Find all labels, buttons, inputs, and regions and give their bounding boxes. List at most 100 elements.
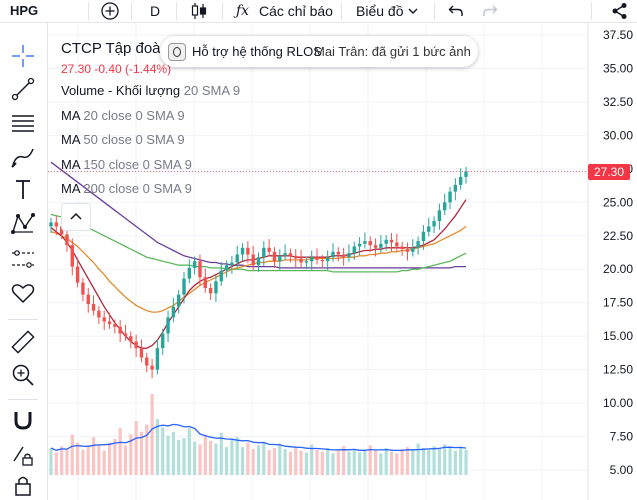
chevron-down-icon[interactable]	[407, 6, 419, 16]
interval-button[interactable]: D	[150, 3, 161, 19]
volume-bar	[166, 435, 170, 475]
volume-bar	[155, 419, 160, 475]
candle-body	[416, 241, 420, 248]
candle-body	[331, 251, 335, 258]
magnet-icon[interactable]	[9, 406, 37, 434]
price-tick-label: 32.50	[603, 95, 633, 109]
candle-body	[389, 239, 394, 243]
drawing-toolbar	[0, 23, 48, 500]
candle-body	[443, 202, 447, 211]
volume-bar	[214, 443, 218, 475]
candle-body	[320, 259, 325, 262]
volume-bar	[81, 449, 85, 475]
candle-body	[299, 258, 303, 263]
volume-bar	[187, 428, 191, 475]
volume-bar	[283, 448, 287, 475]
price-tick-label: 10.00	[603, 396, 633, 410]
fx-icon[interactable]: ƒx	[236, 3, 250, 19]
volume-bar	[411, 449, 415, 475]
legend-ma-50[interactable]: MA 50 close 0 SMA 9	[61, 132, 185, 147]
redo-icon[interactable]	[482, 3, 498, 19]
candle-body	[325, 257, 330, 262]
volume-bar	[193, 441, 197, 475]
candle-body	[224, 265, 229, 271]
candle-body	[453, 184, 458, 192]
candle-body	[379, 243, 383, 248]
candle-body	[288, 253, 293, 256]
volume-bar	[459, 448, 463, 475]
toolbar-divider	[341, 2, 342, 20]
candle-body	[91, 304, 96, 311]
share-icon[interactable]	[611, 2, 629, 20]
candle-body	[341, 254, 346, 258]
chart-menu-button[interactable]: Biểu đồ	[356, 3, 404, 19]
symbol-label[interactable]: HPG	[10, 3, 39, 18]
legend-volume[interactable]: Volume - Khối lượng 20 SMA 9	[61, 83, 240, 98]
candle-body	[113, 324, 117, 327]
ruler-icon[interactable]	[9, 328, 37, 356]
plus-circle-icon[interactable]	[101, 2, 119, 20]
forecast-icon[interactable]	[9, 245, 37, 273]
candle-body	[400, 246, 404, 250]
volume-bar	[272, 448, 277, 475]
volume-bar	[129, 434, 133, 475]
candle-body	[448, 191, 452, 203]
price-tick-label: 5.00	[610, 463, 634, 477]
volume-bar	[427, 449, 431, 475]
volume-bar	[342, 446, 346, 475]
collapse-legend-button[interactable]	[61, 203, 91, 231]
candle-body	[187, 267, 192, 279]
legend-ma-name: MA	[61, 181, 80, 196]
volume-bar	[331, 453, 335, 475]
volume-bar	[262, 441, 266, 475]
last-price-label: 27.30	[588, 164, 630, 180]
candle-body	[123, 333, 128, 337]
candle-body	[304, 261, 309, 263]
lock-icon[interactable]	[9, 471, 37, 499]
volume-bar	[294, 447, 298, 475]
undo-icon[interactable]	[448, 3, 464, 19]
volume-bar	[145, 424, 149, 475]
volume-bar	[432, 446, 436, 475]
candle-body	[294, 255, 298, 259]
candle-body	[59, 226, 64, 235]
legend-price-change: 27.30 -0.40 (-1.44%)	[61, 62, 172, 76]
app-icon	[168, 43, 186, 61]
volume-bar	[60, 446, 64, 475]
crosshair-icon[interactable]	[9, 42, 37, 70]
candles-icon[interactable]	[190, 2, 208, 20]
sidebar-divider	[8, 319, 38, 320]
candle-body	[139, 348, 144, 358]
legend-ma-200[interactable]: MA 200 close 0 SMA 9	[61, 181, 192, 196]
candle-body	[432, 221, 436, 227]
price-tick-label: 37.50	[603, 28, 633, 42]
candle-body	[198, 261, 202, 278]
price-chart[interactable]: 37.5035.0032.5030.0027.5025.0022.5020.00…	[48, 23, 637, 500]
volume-bar	[54, 452, 58, 475]
candle-body	[278, 255, 282, 262]
chevron-up-icon	[70, 212, 82, 220]
notification-toast[interactable]: Hỗ trợ hệ thống RLOS Mai Trân: đã gửi 1 …	[160, 36, 478, 67]
legend-ma-20[interactable]: MA 20 close 0 SMA 9	[61, 108, 185, 123]
lock-drawings-icon[interactable]	[9, 441, 37, 469]
volume-bar	[395, 453, 399, 475]
volume-bar	[240, 447, 245, 475]
brush-icon[interactable]	[9, 143, 37, 171]
volume-bar	[405, 447, 410, 475]
pattern-icon[interactable]	[9, 210, 37, 238]
price-axis-ticks: 37.5035.0032.5030.0027.5025.0022.5020.00…	[603, 28, 633, 477]
candle-body	[347, 253, 351, 258]
heart-icon[interactable]	[9, 279, 37, 307]
price-tick-label: 22.50	[603, 229, 633, 243]
legend-ma-150[interactable]: MA 150 close 0 SMA 9	[61, 157, 192, 172]
fib-icon[interactable]	[9, 109, 37, 137]
candle-body	[102, 317, 106, 322]
trend-line-icon[interactable]	[9, 75, 37, 103]
price-tick-label: 20.00	[603, 262, 633, 276]
volume-bar	[123, 445, 128, 475]
zoom-icon[interactable]	[9, 361, 37, 389]
candles	[49, 166, 468, 379]
text-icon[interactable]	[9, 176, 37, 204]
sidebar-divider	[8, 399, 38, 400]
indicators-button[interactable]: Các chỉ báo	[259, 3, 333, 19]
